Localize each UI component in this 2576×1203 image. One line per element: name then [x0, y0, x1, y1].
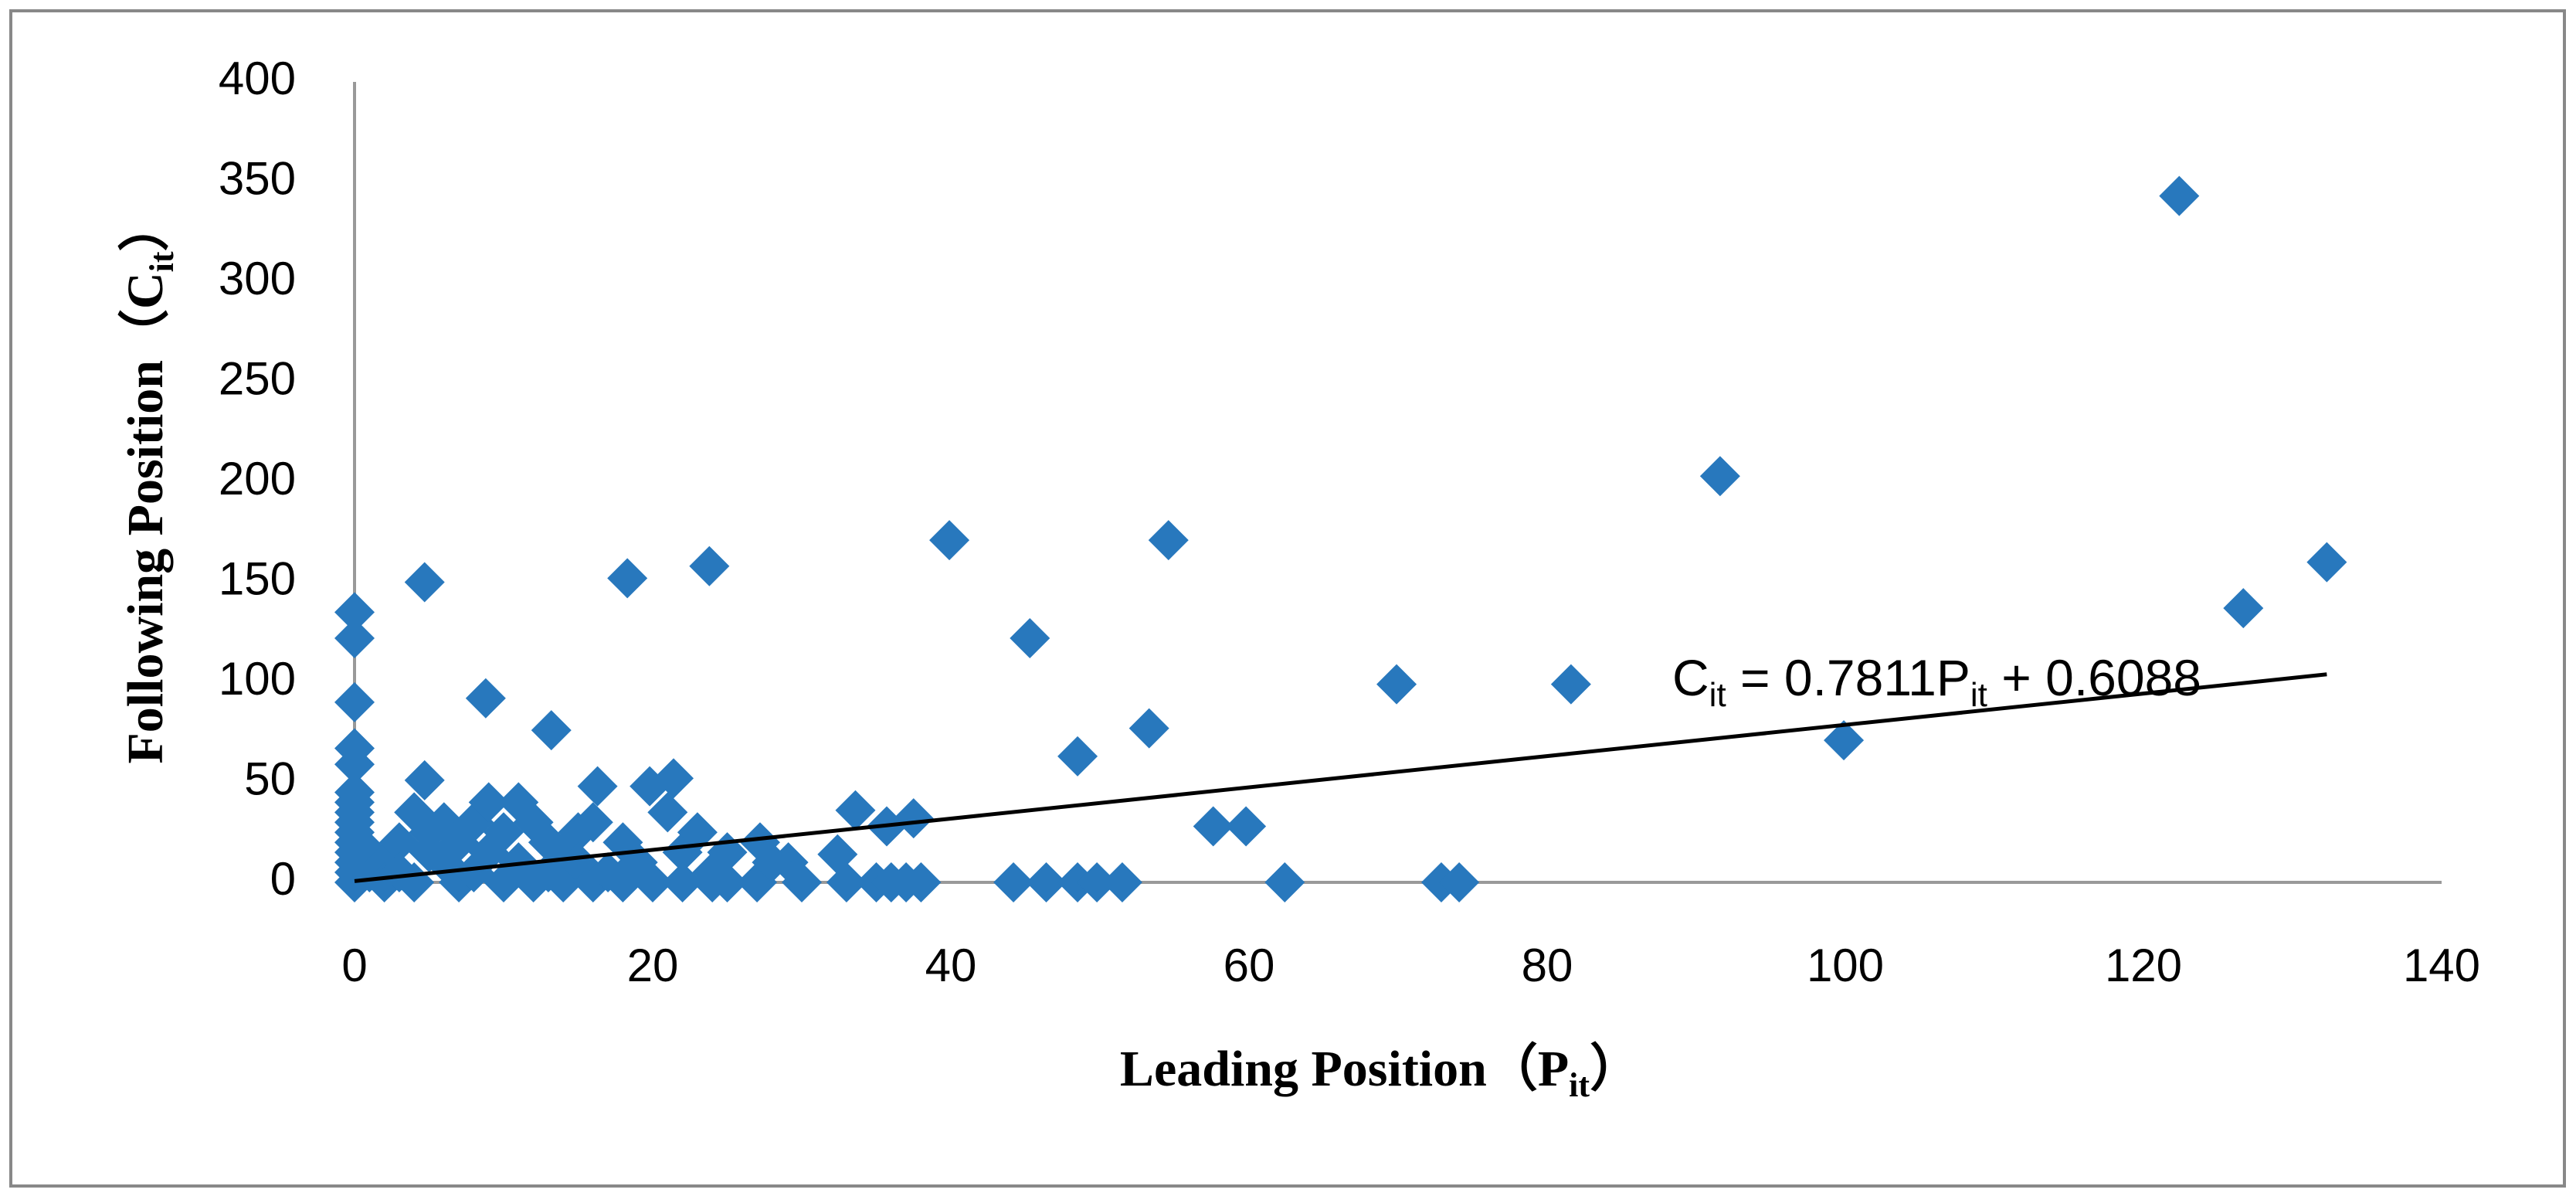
scatter-point [468, 782, 509, 823]
scatter-point [901, 862, 942, 902]
scatter-point [782, 862, 822, 902]
scatter-point [334, 772, 375, 813]
trendline [354, 672, 2327, 883]
chart-border [9, 9, 2566, 1188]
x-tick-label: 120 [2105, 940, 2182, 991]
y-tick-label: 200 [219, 453, 296, 505]
scatter-point [607, 558, 648, 599]
scatter-point [2159, 175, 2200, 216]
eq-part: = 0.7811P [1726, 649, 1970, 706]
scatter-point [404, 760, 445, 800]
x-title-sub: it [1569, 1066, 1590, 1104]
x-tick-label: 60 [1224, 940, 1275, 991]
scatter-point [707, 862, 748, 902]
scatter-point [404, 562, 445, 603]
scatter-point [1026, 862, 1067, 902]
scatter-point [465, 678, 506, 719]
x-title-part: Leading Position（P [1120, 1040, 1569, 1097]
scatter-point [1824, 720, 1865, 761]
scatter-point [929, 520, 970, 561]
scatter-point [2223, 588, 2264, 629]
scatter-point [531, 710, 572, 751]
scatter-point [334, 592, 375, 633]
scatter-point [2306, 542, 2347, 583]
plot-area [334, 175, 2347, 902]
scatter-point [1193, 806, 1234, 847]
scatter-point [1128, 708, 1169, 749]
scatter-point [630, 766, 670, 807]
eq-part: C [1672, 649, 1709, 706]
scatter-point [835, 790, 876, 831]
scatter-point [1057, 736, 1098, 777]
y-tick-label: 300 [219, 253, 296, 304]
y-tick-label: 150 [219, 552, 296, 604]
y-tick-label: 400 [219, 53, 296, 104]
y-tick-label: 250 [219, 352, 296, 404]
scatter-point [334, 681, 375, 722]
y-title-part: Following Position（C [117, 272, 174, 763]
scatter-point [1264, 862, 1305, 902]
trendline-equation: Cit = 0.7811Pit + 0.6088 [1672, 649, 2201, 714]
y-tick-label: 0 [270, 853, 296, 905]
x-title-part: ） [1590, 1040, 1641, 1097]
x-tick-label: 40 [925, 940, 977, 991]
scatter-point [647, 792, 688, 833]
y-tick-label: 350 [219, 152, 296, 204]
y-title-part: ） [117, 200, 174, 251]
scatter-point [1550, 664, 1591, 705]
eq-sub: it [1709, 676, 1726, 714]
scatter-point [993, 862, 1034, 902]
scatter-point [1010, 618, 1050, 659]
scatter-point [572, 802, 613, 843]
scatter-point [577, 766, 618, 807]
scatter-point [689, 545, 730, 586]
x-axis-title: Leading Position（Pit） [1120, 1040, 1641, 1104]
scatter-point [752, 842, 792, 883]
scatter-point [1376, 664, 1417, 705]
scatter-point [1439, 862, 1480, 902]
scatter-point [1226, 806, 1267, 847]
eq-part: + 0.6088 [1987, 649, 2201, 706]
y-tick-label: 100 [219, 653, 296, 705]
scatter-point [1077, 862, 1118, 902]
scatter-point [1101, 862, 1142, 902]
scatter-point [334, 618, 375, 659]
x-tick-label: 0 [341, 940, 367, 991]
scatter-point [334, 744, 375, 785]
y-tick-label: 50 [244, 753, 296, 804]
x-tick-label: 20 [627, 940, 679, 991]
scatter-point [826, 862, 867, 902]
scatter-point [633, 862, 673, 902]
scatter-point [1148, 520, 1189, 561]
x-tick-label: 140 [2403, 940, 2480, 991]
eq-sub: it [1970, 676, 1987, 714]
y-axis-title: Following Position（Cit） [117, 200, 181, 763]
y-title-sub: it [143, 251, 181, 272]
x-tick-label: 80 [1522, 940, 1573, 991]
scatter-point [1699, 456, 1740, 497]
x-tick-label: 100 [1807, 940, 1884, 991]
